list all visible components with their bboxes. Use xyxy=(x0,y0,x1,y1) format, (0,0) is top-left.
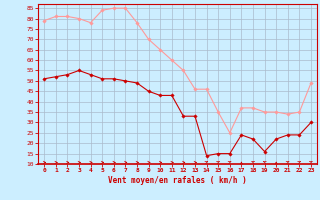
X-axis label: Vent moyen/en rafales ( km/h ): Vent moyen/en rafales ( km/h ) xyxy=(108,176,247,185)
